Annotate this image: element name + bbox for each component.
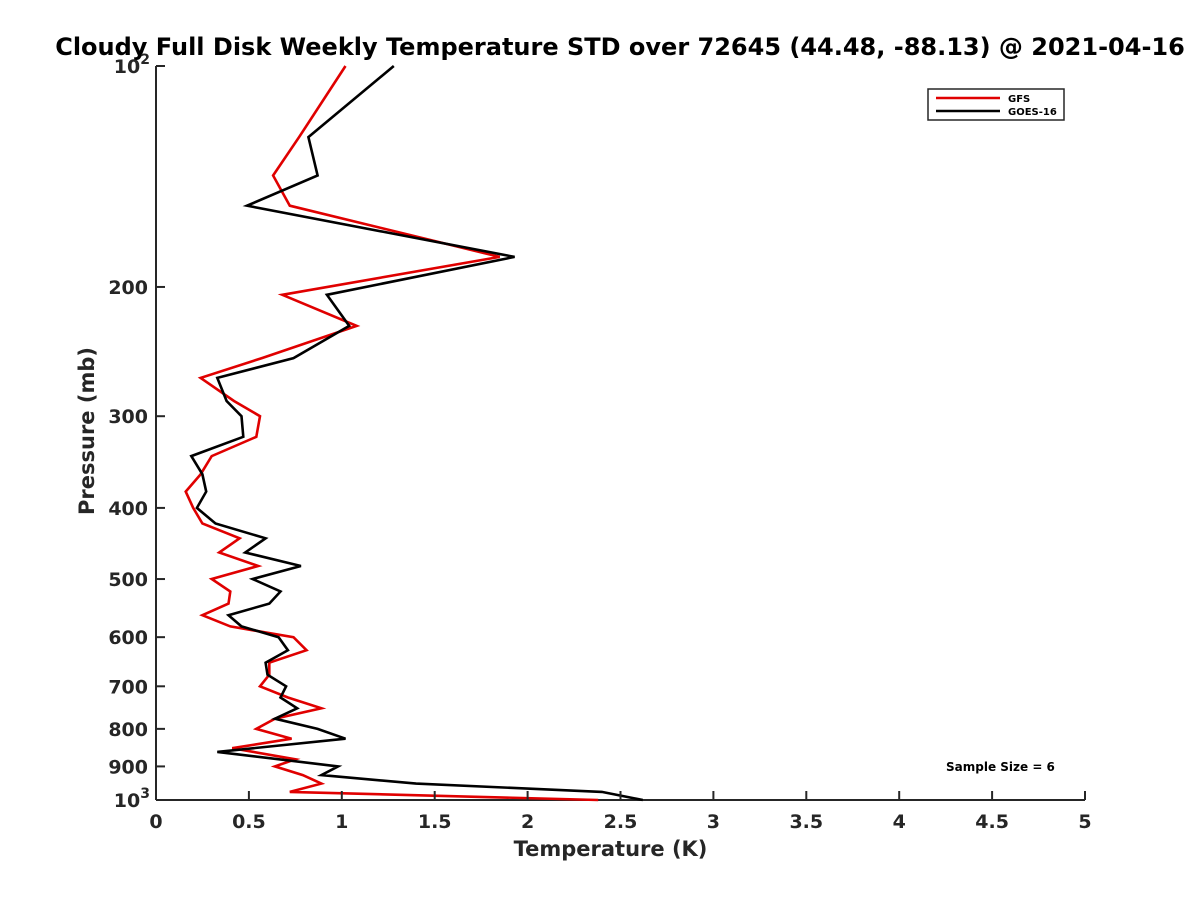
- x-tick-label: 0.5: [232, 811, 266, 833]
- y-axis-label: Pressure (mb): [75, 347, 99, 515]
- y-tick-label: 900: [108, 756, 148, 778]
- chart-title: Cloudy Full Disk Weekly Temperature STD …: [55, 33, 1185, 61]
- y-tick-label: 103: [114, 786, 150, 812]
- y-tick-label: 500: [108, 569, 148, 591]
- x-tick-label: 2.5: [604, 811, 638, 833]
- x-tick-label: 5: [1078, 811, 1091, 833]
- series-line-gfs: [184, 65, 599, 802]
- sample-size-annotation: Sample Size = 6: [946, 760, 1055, 774]
- y-tick-label: 400: [108, 498, 148, 520]
- y-tick-label: 700: [108, 676, 148, 698]
- series-group: [184, 65, 644, 802]
- y-tick-label: 800: [108, 719, 148, 741]
- y-tick-label: 300: [108, 406, 148, 428]
- y-tick-label: 600: [108, 627, 148, 649]
- x-tick-label: 0: [149, 811, 162, 833]
- legend-box: [927, 88, 1065, 121]
- legend-label: GOES-16: [1008, 107, 1057, 118]
- x-tick-label: 3.5: [789, 811, 823, 833]
- plot-frame: [155, 66, 1085, 801]
- x-tick-label: 2: [521, 811, 534, 833]
- chart-legend: GFS GOES-16: [927, 88, 1065, 121]
- x-tick-label: 3: [707, 811, 720, 833]
- y-tick-label: 102: [114, 52, 150, 78]
- series-line-goes-16: [189, 65, 644, 802]
- x-tick-label: 4.5: [975, 811, 1009, 833]
- y-tick-label: 200: [108, 277, 148, 299]
- y-axis-ticks: 102 200 300 400 500 600 700 800 900 103: [108, 52, 165, 812]
- legend-label: GFS: [1008, 94, 1030, 105]
- x-tick-label: 1: [335, 811, 348, 833]
- x-tick-label: 1.5: [418, 811, 452, 833]
- x-tick-label: 4: [893, 811, 906, 833]
- x-axis-label: Temperature (K): [514, 837, 708, 861]
- annotations: Sample Size = 6: [946, 760, 1055, 774]
- x-axis-ticks: 0 0.5 1 1.5 2 2.5 3 3.5 4 4.5 5: [149, 791, 1092, 833]
